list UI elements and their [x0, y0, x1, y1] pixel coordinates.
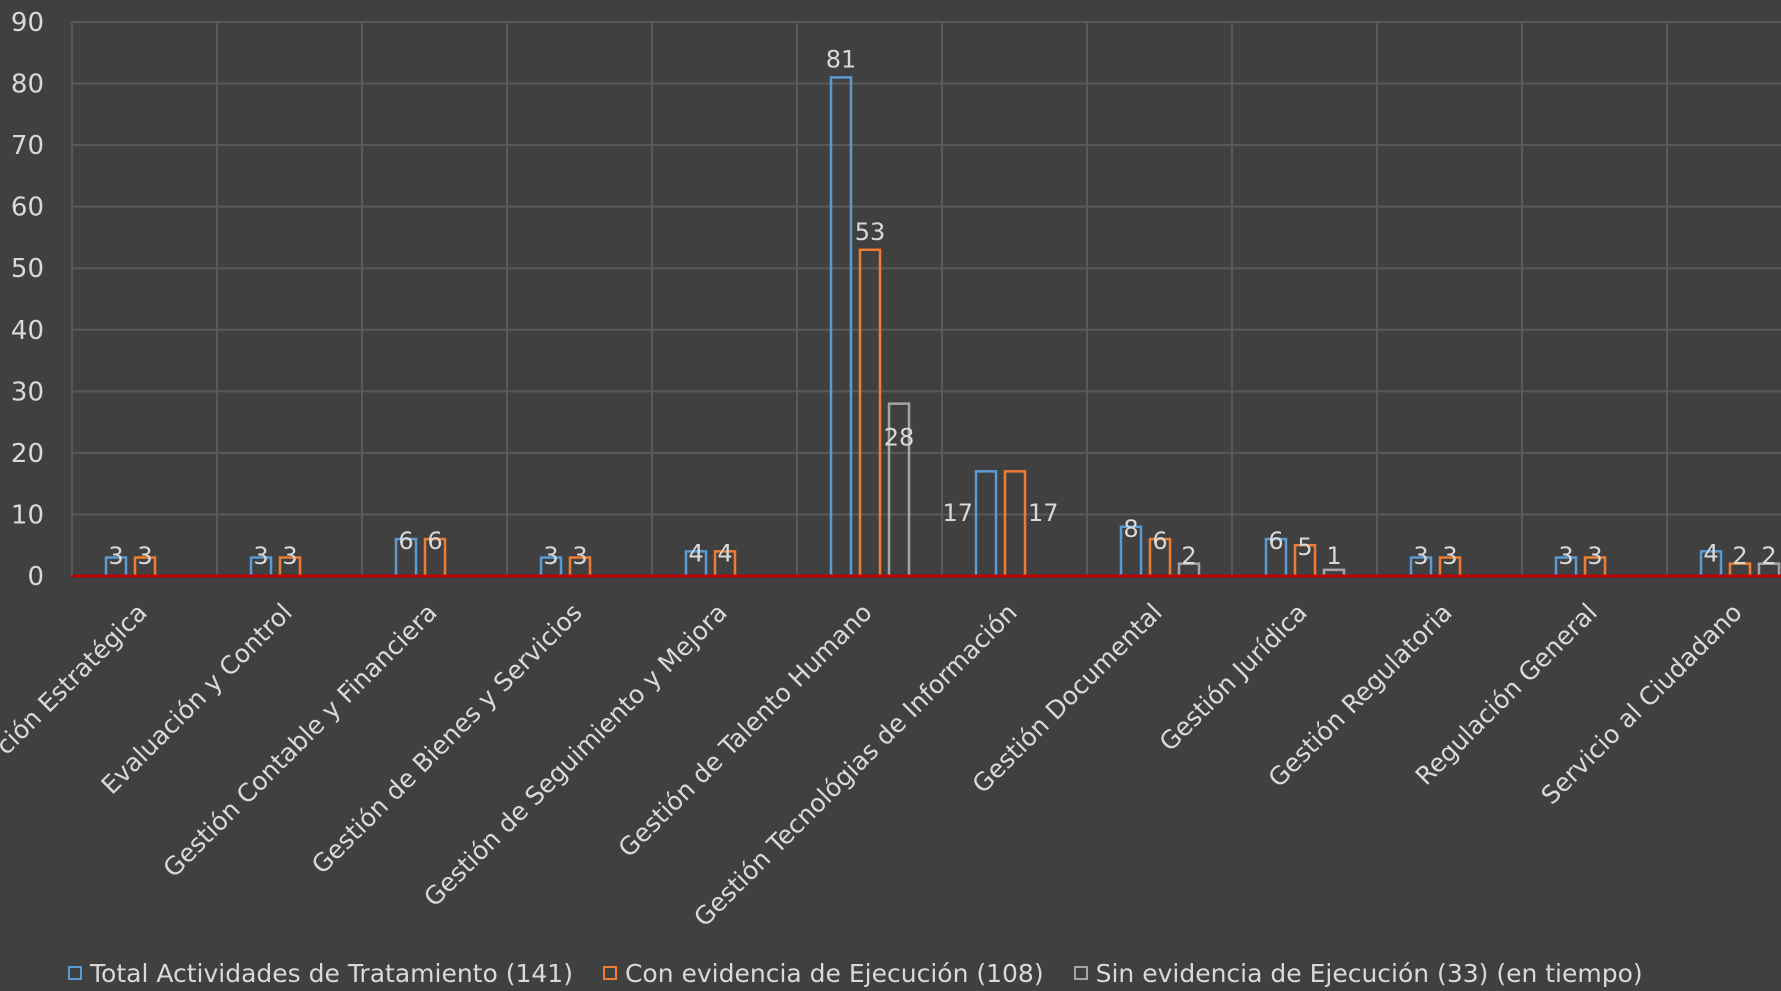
legend: Total Actividades de Tratamiento (141) Co…	[68, 958, 1643, 988]
y-tick-label: 30	[11, 377, 44, 407]
data-label: 6	[1152, 527, 1167, 555]
data-label: 6	[1268, 527, 1283, 555]
data-label: 4	[688, 539, 703, 567]
bar-2	[858, 248, 882, 578]
data-label: 81	[826, 45, 857, 73]
legend-swatch	[1073, 966, 1088, 980]
gridlines	[71, 21, 1781, 576]
category-label: Gestión de Talento Humano	[613, 598, 878, 863]
legend-swatch	[68, 966, 82, 980]
data-label: 2	[1732, 542, 1747, 570]
y-tick-label: 20	[11, 439, 44, 469]
data-label: 3	[1413, 542, 1428, 570]
legend-item: Total Actividades de Tratamiento (141)	[68, 959, 573, 988]
data-label: 3	[543, 542, 558, 570]
bar-2	[1003, 470, 1027, 578]
data-label: 53	[855, 218, 886, 246]
y-tick-label: 70	[11, 131, 44, 161]
y-tick-label: 90	[11, 8, 44, 38]
category-label: Gestión de Seguimiento y Mejora	[418, 598, 733, 913]
data-label: 28	[884, 424, 915, 452]
y-axis-ticks: 0 10 20 30 40 50 60 70 80 90	[11, 8, 44, 592]
data-label: 3	[1442, 542, 1457, 570]
data-label: 3	[572, 542, 587, 570]
y-tick-label: 60	[11, 193, 44, 223]
data-label: 6	[427, 527, 442, 555]
legend-label: Sin evidencia de Ejecución (33) (en tiem…	[1095, 958, 1643, 988]
category-label: Gestión Contable y Financiera	[157, 598, 442, 883]
y-tick-label: 80	[11, 70, 44, 100]
category-label: ción Estratégica	[0, 598, 153, 761]
data-label: 17	[1028, 499, 1059, 527]
category-label: Gestión de Bienes y Servicios	[306, 598, 588, 880]
y-tick-label: 0	[27, 562, 44, 592]
data-label: 2	[1181, 542, 1196, 570]
data-label: 5	[1297, 533, 1312, 561]
data-label: 3	[1558, 542, 1573, 570]
category-label: Gestión Jurídica	[1154, 598, 1313, 757]
bar-1	[829, 76, 853, 578]
bar-1	[974, 470, 998, 578]
data-label: 3	[282, 542, 297, 570]
category-label: Gestión Tecnológias de Información	[688, 598, 1023, 933]
y-tick-label: 40	[11, 316, 44, 346]
data-label: 1	[1326, 542, 1341, 570]
data-label: 3	[137, 542, 152, 570]
data-label: 8	[1123, 515, 1138, 543]
data-label: 4	[1703, 539, 1718, 567]
data-label: 3	[1587, 542, 1602, 570]
legend-swatch	[602, 966, 617, 980]
y-tick-label: 50	[11, 254, 44, 284]
legend-item: Con evidencia de Ejecución (108)	[602, 958, 1044, 988]
y-tick-label: 10	[11, 500, 44, 530]
data-label: 4	[717, 539, 732, 567]
data-label: 2	[1761, 542, 1776, 570]
data-label: 3	[108, 542, 123, 570]
data-label: 17	[942, 499, 973, 527]
legend-label: Con evidencia de Ejecución (108)	[624, 958, 1044, 988]
data-label: 6	[398, 527, 413, 555]
legend-item: Sin evidencia de Ejecución (33) (en tiem…	[1073, 958, 1643, 988]
data-label: 3	[253, 542, 268, 570]
legend-label: Total Actividades de Tratamiento (141)	[90, 958, 573, 988]
